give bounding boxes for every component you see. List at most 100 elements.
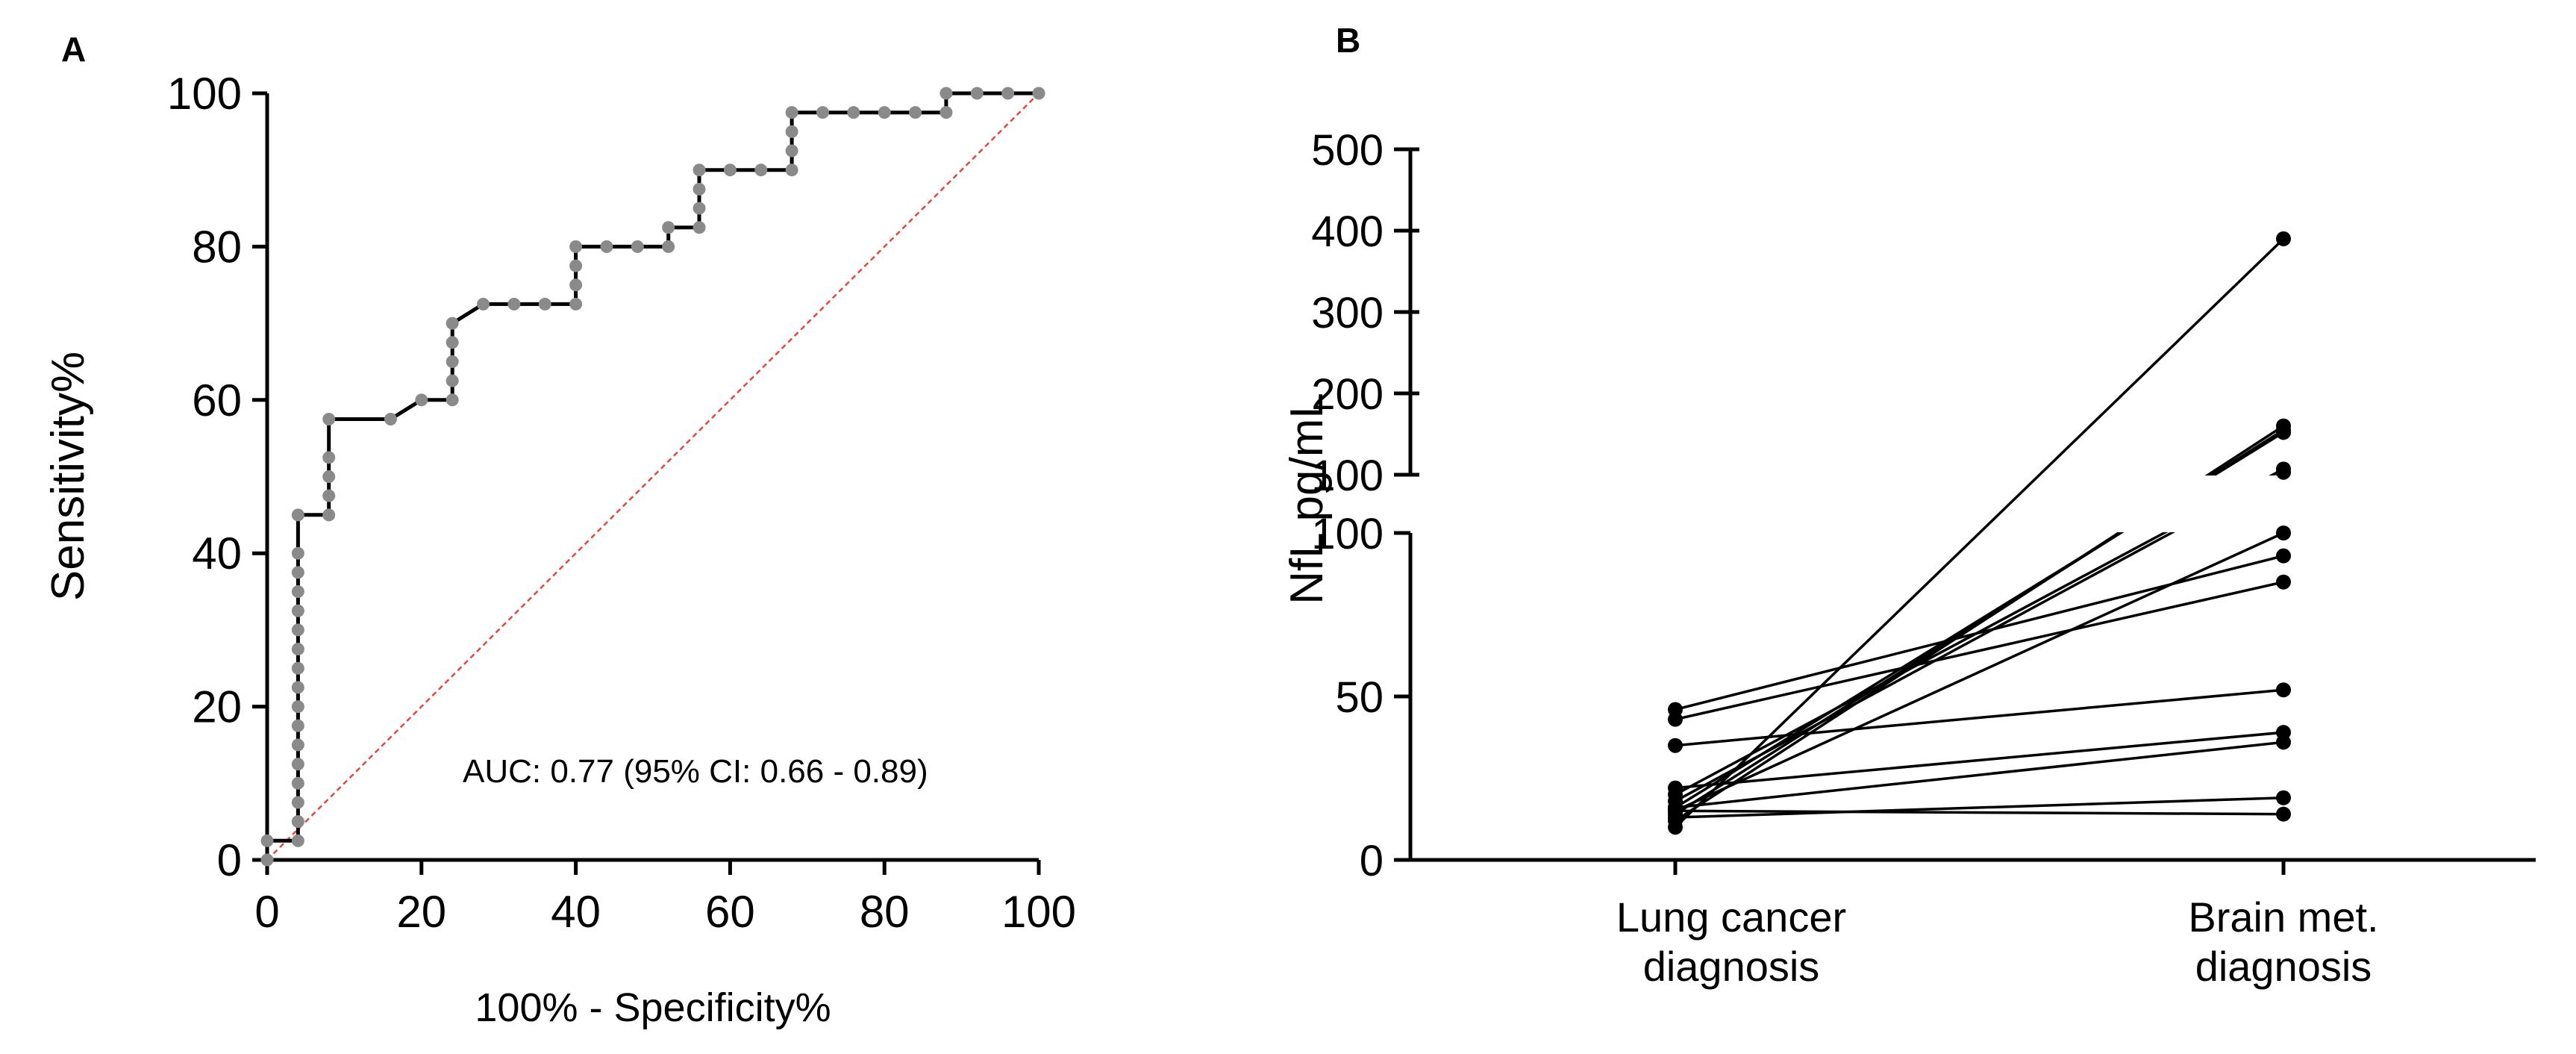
a-y-tick-label: 20	[192, 682, 242, 732]
roc-point	[785, 125, 798, 138]
roc-point	[785, 163, 798, 177]
a-y-axis-label: Sensitivity%	[43, 352, 94, 601]
roc-point	[507, 297, 521, 311]
pair-line	[1675, 688, 2284, 747]
roc-point	[878, 106, 891, 119]
panel-b-label: B	[1336, 21, 1360, 60]
b-y-tick-label-upper: 300	[1311, 289, 1384, 337]
pair-line	[1675, 740, 2284, 809]
roc-point	[940, 106, 953, 119]
a-x-tick-label: 20	[396, 887, 446, 937]
pair-point-after	[2276, 526, 2291, 540]
roc-point	[446, 355, 459, 368]
roc-point	[816, 106, 829, 119]
a-y-tick-label: 60	[192, 375, 242, 425]
pair-line	[1675, 554, 2284, 711]
roc-point	[446, 393, 459, 407]
b-y-tick-label-lower: 50	[1335, 673, 1384, 722]
a-x-axis-label: 100% - Specificity%	[475, 985, 831, 1030]
roc-point	[785, 106, 798, 119]
roc-point	[291, 585, 304, 599]
pair-line	[1675, 580, 2284, 721]
roc-point	[446, 316, 459, 330]
roc-point	[723, 163, 737, 177]
b-y-tick-label-upper: 200	[1311, 370, 1384, 419]
roc-point	[322, 470, 336, 483]
b-y-tick-label-upper: 500	[1311, 126, 1384, 175]
pair-point-after	[2276, 548, 2291, 564]
roc-point	[662, 221, 675, 234]
roc-point	[785, 144, 798, 158]
roc-point	[260, 853, 274, 867]
roc-point	[847, 106, 860, 119]
roc-point	[569, 297, 583, 311]
roc-point	[260, 834, 274, 847]
roc-point	[291, 719, 304, 732]
category-label-1: Lung cancer diagnosis	[1616, 894, 1846, 990]
roc-point	[291, 834, 304, 847]
roc-point	[569, 259, 583, 272]
pair-point-after	[2276, 231, 2291, 246]
roc-point	[291, 546, 304, 560]
roc-point	[291, 796, 304, 809]
category-label-2: Brain met. diagnosis	[2188, 894, 2378, 990]
auc-annotation: AUC: 0.77 (95% CI: 0.66 - 0.89)	[463, 753, 928, 790]
a-x-tick-label: 100	[1001, 887, 1076, 937]
pair-point-after	[2276, 425, 2291, 440]
roc-point	[693, 163, 706, 177]
roc-point	[909, 106, 922, 119]
b-y-tick-label-upper: 400	[1311, 208, 1384, 256]
roc-point	[693, 221, 706, 234]
a-y-tick-label: 80	[192, 222, 242, 272]
roc-point	[662, 240, 675, 253]
roc-point	[569, 278, 583, 292]
a-x-tick-label: 80	[860, 887, 910, 937]
roc-point	[291, 604, 304, 617]
pair-point-before	[1668, 711, 1683, 727]
a-ticks: 0 20 40 60 80 100 0 20 40 60 80 100	[167, 69, 1076, 937]
roc-point	[322, 412, 336, 425]
b-ticks: 0 50 100 100 200 300 400 500	[1311, 126, 2286, 885]
pair-point-before	[1668, 738, 1683, 753]
pair-line	[1674, 237, 2285, 829]
roc-point	[631, 240, 644, 253]
roc-point	[754, 163, 768, 177]
roc-point	[291, 623, 304, 637]
pair-point-after	[2276, 735, 2291, 750]
roc-point	[291, 661, 304, 675]
pair-point-after	[2276, 790, 2291, 805]
b-y-tick-label-upper: 100	[1311, 452, 1384, 500]
pair-point-before	[1668, 780, 1683, 796]
pair-line	[1675, 809, 2284, 816]
pair-point-before	[1668, 803, 1683, 819]
roc-point	[291, 681, 304, 694]
a-y-tick-label: 40	[192, 528, 242, 579]
roc-point	[291, 758, 304, 771]
roc-point	[322, 508, 336, 522]
roc-point	[322, 489, 336, 502]
a-x-tick-label: 40	[551, 887, 601, 937]
roc-point	[291, 776, 304, 790]
roc-point	[446, 374, 459, 387]
pair-line	[1675, 796, 2284, 819]
a-y-tick-label: 0	[217, 835, 242, 885]
roc-point	[940, 87, 953, 100]
roc-point	[446, 336, 459, 349]
roc-point	[1001, 87, 1015, 100]
panel-a-label: A	[61, 30, 86, 69]
b-y-tick-label-lower: 100	[1311, 510, 1384, 558]
panel-a: A 0 20 40 60 80 100 0 20 40 60 80 100 AUC: 0.77 (95…	[43, 30, 1076, 1030]
pair-point-after	[2276, 464, 2291, 480]
roc-point	[291, 566, 304, 579]
roc-point	[569, 240, 583, 253]
roc-points	[260, 87, 1045, 867]
roc-point	[291, 508, 304, 522]
roc-point	[970, 87, 984, 100]
roc-point	[1032, 87, 1045, 100]
roc-point	[693, 202, 706, 215]
b-y-axis-label: NfL pg/mL	[1281, 393, 1333, 605]
roc-point	[538, 297, 551, 311]
pair-point-after	[2276, 682, 2291, 698]
roc-point	[291, 815, 304, 829]
pair-point-after	[2276, 574, 2291, 590]
